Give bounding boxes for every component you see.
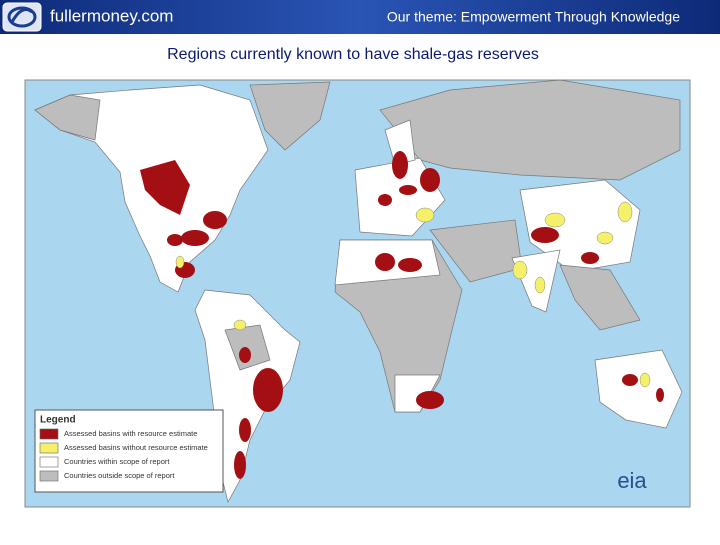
china <box>519 179 641 273</box>
southeast-asia <box>559 264 641 331</box>
legend: Legend Assessed basins with resource est… <box>34 409 224 493</box>
basins-unestimated <box>175 201 651 388</box>
legend-swatch <box>39 456 59 468</box>
greenland <box>249 81 331 151</box>
legend-swatch <box>39 470 59 482</box>
scandinavia <box>384 119 416 166</box>
basins-estimated <box>140 151 664 479</box>
eia-logo: eia <box>617 468 647 493</box>
brazil-north <box>224 324 271 371</box>
russia <box>379 79 681 181</box>
south-africa <box>394 374 441 413</box>
legend-box <box>34 409 224 493</box>
legend-swatch <box>39 442 59 454</box>
legend-label: Countries outside scope of report <box>64 471 175 480</box>
site-logo <box>2 2 42 32</box>
map <box>24 79 691 508</box>
legend-title: Legend <box>40 415 76 426</box>
legend-swatch <box>39 428 59 440</box>
alaska <box>34 94 101 141</box>
site-name: fullermoney.com <box>50 6 173 25</box>
australia <box>594 349 683 429</box>
legend-label: Assessed basins with resource estimate <box>64 429 197 438</box>
theme: Our theme: Empowerment Through Knowledge <box>387 9 680 25</box>
header-bar <box>0 0 720 34</box>
legend-label: Countries within scope of report <box>64 457 170 466</box>
legend-label: Assessed basins without resource estimat… <box>64 443 208 452</box>
slide-title: Regions currently known to have shale-ga… <box>167 46 539 63</box>
